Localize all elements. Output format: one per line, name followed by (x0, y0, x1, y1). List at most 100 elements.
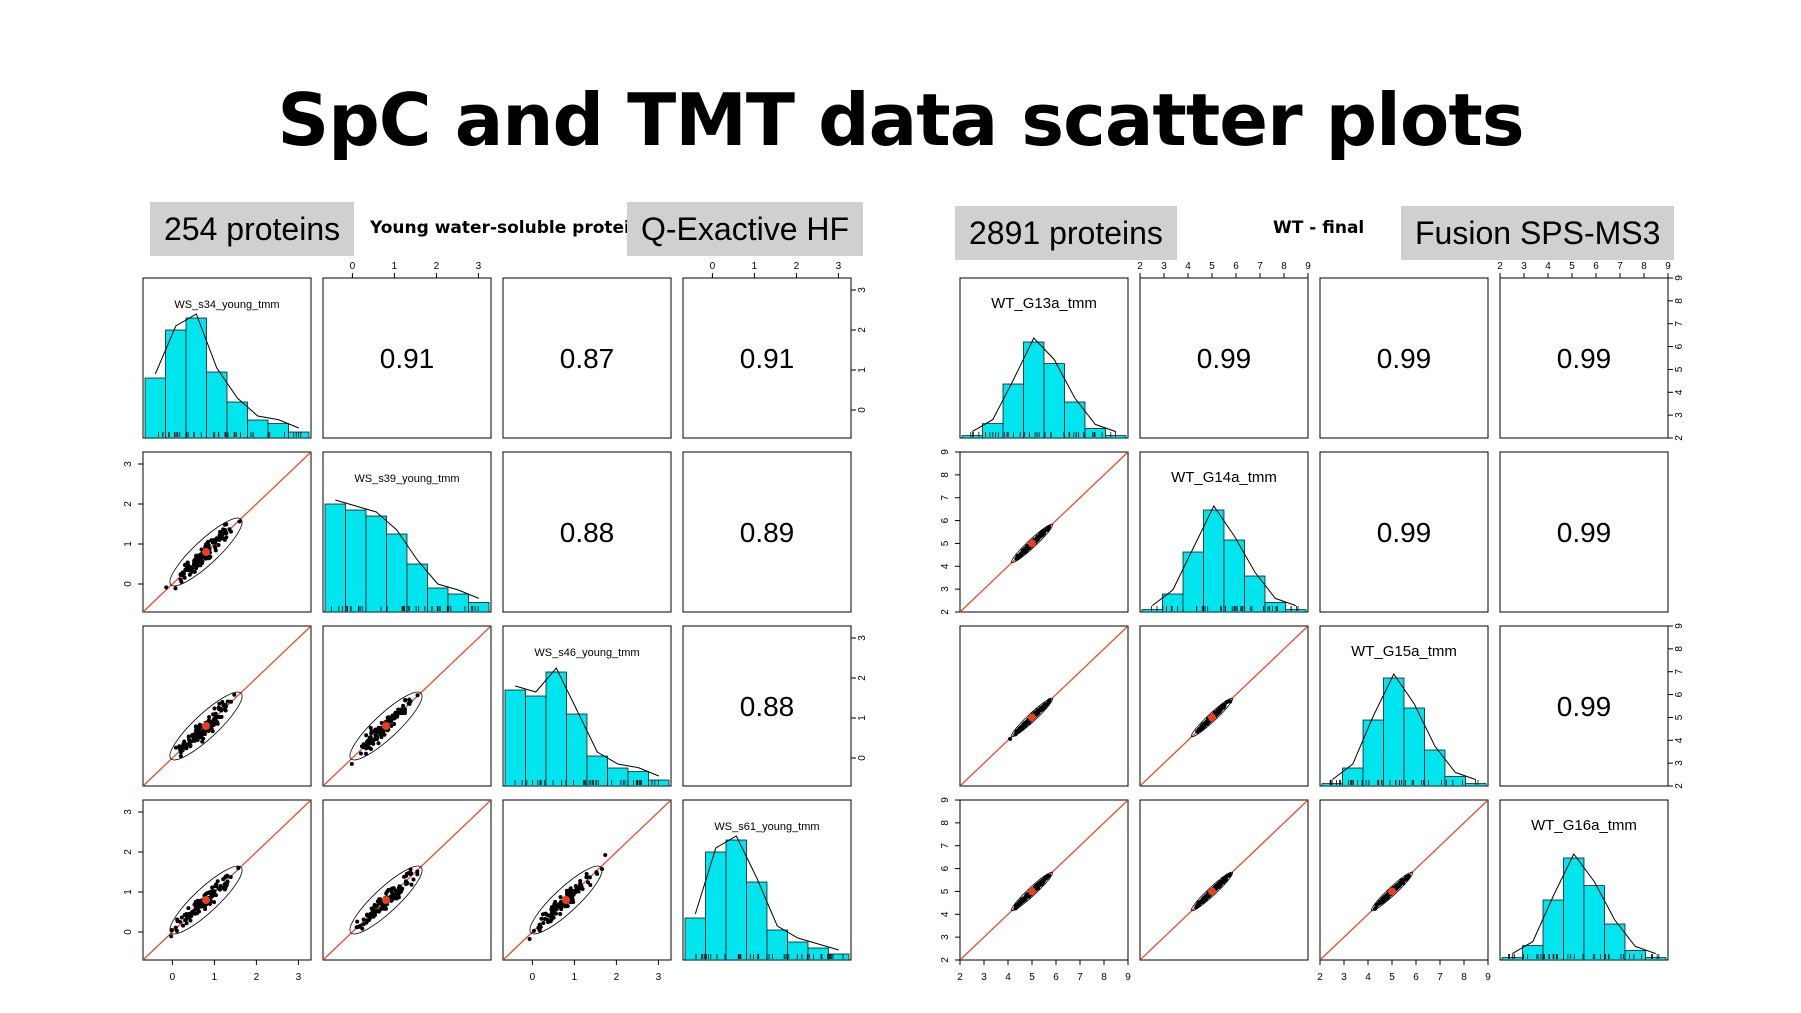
data-point (219, 708, 224, 713)
data-point (209, 889, 214, 894)
data-point (394, 896, 399, 901)
histogram-bar (961, 435, 983, 439)
histogram-bar (586, 755, 608, 787)
axis-tick-label: 7 (1617, 261, 1623, 272)
data-point (373, 909, 378, 914)
histogram-bar (1285, 609, 1307, 613)
data-point (164, 585, 169, 590)
axis-tick-label: 3 (656, 972, 662, 983)
data-point (210, 885, 215, 890)
axis-tick-label: 2 (1674, 783, 1685, 789)
data-point (186, 906, 191, 911)
data-point (199, 555, 204, 560)
data-point (398, 889, 403, 894)
axis-tick-label: 5 (1029, 972, 1035, 983)
axis-tick-label: 2 (434, 261, 440, 272)
data-point (209, 894, 214, 899)
density-curve (694, 835, 839, 951)
axis-tick-label: 8 (1674, 298, 1685, 304)
data-point (178, 750, 183, 755)
histogram-bar (165, 329, 187, 439)
data-point (228, 529, 233, 534)
data-point (1023, 722, 1028, 727)
histogram-bar (566, 713, 588, 787)
data-point (553, 911, 558, 916)
mean-point (1208, 887, 1216, 896)
histogram-bar (1542, 899, 1564, 961)
data-point (396, 711, 401, 716)
data-point (1038, 705, 1043, 710)
histogram-bar (1203, 509, 1225, 613)
data-point (173, 925, 178, 930)
histogram-bar (1444, 776, 1466, 787)
panel-1-1-3 (1499, 451, 1669, 613)
panel-0-1-3 (682, 451, 852, 613)
slide-title: SpC and TMT data scatter plots (277, 78, 1524, 162)
data-point (1016, 901, 1021, 906)
histogram-bar (746, 881, 768, 961)
data-point (184, 917, 189, 922)
confidence-ellipse (1010, 523, 1054, 564)
data-point (1008, 736, 1013, 741)
data-point (576, 889, 581, 894)
data-point (213, 721, 218, 726)
correlation-value-1-3: 0.89 (740, 517, 795, 548)
data-point (221, 530, 226, 535)
data-point (1036, 534, 1041, 539)
data-point (1204, 720, 1209, 725)
data-point (206, 728, 211, 733)
histogram-bar (1002, 383, 1024, 439)
axis-tick-label: 7 (1257, 261, 1263, 272)
correlation-value-1-2: 0.99 (1377, 517, 1432, 548)
axis-tick-label: 4 (1674, 737, 1685, 743)
data-point (221, 877, 226, 882)
mean-point (1028, 539, 1036, 548)
data-point (372, 903, 377, 908)
data-point (212, 900, 217, 905)
axis-tick-label: 6 (940, 865, 951, 871)
histogram-bar (1583, 885, 1605, 961)
axis-tick-label: 2 (614, 972, 620, 983)
data-point (1201, 897, 1206, 902)
data-point (222, 522, 227, 527)
data-point (357, 924, 362, 929)
mean-point (1028, 887, 1036, 896)
right-protein-count-badge: 2891 proteins (955, 206, 1177, 260)
data-point (211, 540, 216, 545)
data-point (377, 908, 382, 913)
panel-1-0-2 (1319, 277, 1489, 439)
histogram-bar (828, 953, 850, 961)
data-point (1041, 531, 1046, 536)
axis-tick-label: 8 (940, 472, 951, 478)
confidence-ellipse (1190, 697, 1234, 738)
histogram-bar (725, 839, 747, 961)
axis-tick-label: 3 (857, 635, 868, 641)
axis-tick-label: 9 (1674, 623, 1685, 629)
data-point (197, 562, 202, 567)
data-point (573, 884, 578, 889)
left-instrument-badge: Q-Exactive HF (627, 202, 864, 256)
data-point (364, 740, 369, 745)
data-point (184, 565, 189, 570)
data-point (237, 519, 242, 524)
histogram-bar (1604, 923, 1626, 961)
data-point (379, 901, 384, 906)
data-point (217, 715, 222, 720)
density-curve (335, 499, 479, 599)
panel-0-2-3 (682, 625, 852, 787)
histogram-bar (1383, 677, 1405, 787)
histogram-bar (1362, 719, 1384, 787)
correlation-value-0-1: 0.91 (380, 343, 435, 374)
data-point (199, 904, 204, 909)
data-point (194, 558, 199, 563)
histogram-bar (1624, 950, 1646, 961)
histogram-bar (525, 695, 547, 787)
axis-tick-label: 6 (1413, 972, 1419, 983)
data-point (408, 699, 413, 704)
data-point (186, 734, 191, 739)
data-point (190, 733, 195, 738)
mean-point (382, 896, 390, 904)
axis-tick-label: 2 (940, 957, 951, 963)
correlation-value-0-1: 0.99 (1197, 343, 1252, 374)
axis-tick-label: 3 (1161, 261, 1167, 272)
